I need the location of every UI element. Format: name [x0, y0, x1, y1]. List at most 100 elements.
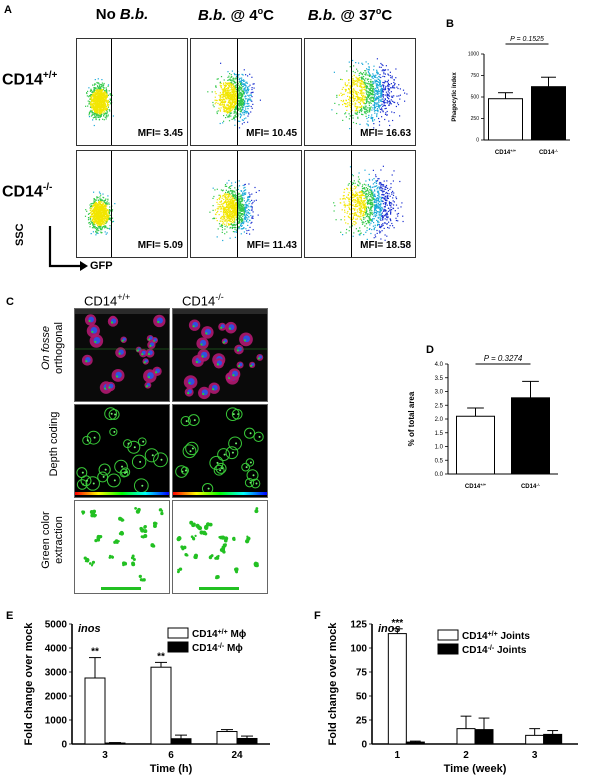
- bar: [104, 742, 126, 745]
- micrograph-image: [75, 407, 169, 495]
- micrograph-depth-ko: [172, 404, 268, 498]
- x-category-label: CD14-/-: [521, 482, 541, 491]
- micrograph-image: [173, 309, 267, 400]
- y-tick-label: 100: [350, 643, 367, 654]
- micrograph-column-title: CD14-/-: [182, 292, 224, 309]
- facs-gate-line: [111, 151, 112, 257]
- bar: [405, 741, 425, 745]
- legend-swatch: [437, 643, 459, 655]
- micrograph-row-label: Green color extraction: [40, 511, 65, 569]
- micrograph-column-title: CD14+/+: [84, 292, 131, 309]
- facs-plot: MFI= 16.63: [304, 38, 416, 146]
- x-tick-label: 24: [231, 750, 243, 761]
- x-category-label: CD14-/-: [539, 148, 559, 157]
- micrograph-image: [75, 309, 169, 394]
- mfi-value: MFI= 10.45: [246, 128, 297, 139]
- y-tick-label: 3.5: [435, 376, 444, 382]
- facs-column-title: B.b. @ 37oC: [307, 6, 393, 24]
- bar: [456, 728, 476, 745]
- panel-a-letter: A: [4, 4, 12, 16]
- y-tick-label: 2.0: [435, 417, 444, 423]
- y-tick-label: 1.5: [435, 431, 444, 437]
- facs-gate-line: [351, 39, 352, 145]
- mfi-value: MFI= 5.09: [137, 240, 183, 251]
- panel-d-letter: D: [426, 344, 434, 356]
- mfi-value: MFI= 18.58: [360, 240, 411, 251]
- mfi-value: MFI= 3.45: [137, 128, 183, 139]
- y-tick-label: 25: [356, 715, 368, 726]
- micrograph-row-label: Depth coding: [48, 411, 60, 477]
- bar: [170, 738, 192, 745]
- facs-plot: MFI= 18.58: [304, 150, 416, 258]
- gfp-axis-label: GFP: [90, 260, 113, 272]
- bar: [543, 733, 563, 745]
- micrograph-green-ko: [172, 500, 268, 594]
- micrograph-depth-wt: [74, 404, 170, 498]
- facs-column-title: No B.b.: [95, 6, 149, 23]
- significance-mark: **: [91, 647, 99, 658]
- x-category-label: CD14+/+: [495, 148, 517, 157]
- y-axis-label: Phagocytic index: [452, 72, 458, 122]
- ssc-axis-label: SSC: [14, 223, 26, 246]
- micrograph-orthogonal-ko: [172, 308, 268, 402]
- facs-gate-line: [351, 151, 352, 257]
- micrograph-image: [176, 507, 259, 590]
- facs-plot: MFI= 5.09: [76, 150, 188, 258]
- bar: [387, 633, 407, 745]
- bar: [525, 734, 545, 745]
- x-axis-label: Time (h): [150, 763, 193, 775]
- y-axis-label: % of total area: [407, 391, 416, 446]
- micrograph-image: [81, 506, 164, 590]
- x-tick-label: 6: [168, 750, 174, 761]
- chart-f: 0 25 50 75 100 125 Fold change over mock 1 2 3 Tim…: [327, 618, 578, 775]
- facs-density: [85, 78, 114, 127]
- y-tick-label: 125: [350, 619, 367, 630]
- x-tick-label: 2: [463, 750, 469, 761]
- x-tick-label: 3: [102, 750, 108, 761]
- bar: [488, 98, 523, 141]
- y-axis-label: Fold change over mock: [327, 622, 339, 746]
- y-tick-label: 5000: [45, 619, 68, 630]
- legend-swatch: [167, 641, 189, 653]
- y-tick-label: 50: [356, 691, 368, 702]
- facs-plot: MFI= 10.45: [190, 38, 302, 146]
- bar: [511, 397, 550, 475]
- chart-e: 0 1000 2000 3000 4000 5000 Fold change over mo…: [23, 619, 270, 775]
- facs-density: [333, 165, 405, 248]
- significance-mark: ***: [391, 618, 403, 629]
- bar: [236, 737, 258, 745]
- y-tick-label: 0.5: [435, 458, 444, 464]
- chart-d: 0.0 0.5 1.0 1.5 2.0 2.5 3.0 3.5 4.0 % of total ar…: [407, 354, 558, 491]
- bar: [456, 415, 495, 475]
- bar: [531, 86, 566, 141]
- facs-density: [84, 191, 116, 236]
- micrograph-green-wt: [74, 500, 170, 594]
- legend-label: CD14+/+ Joints: [462, 631, 530, 643]
- significance-mark: **: [157, 651, 165, 662]
- y-tick-label: 4000: [45, 643, 68, 654]
- y-axis-label: Fold change over mock: [23, 622, 35, 746]
- micrograph-image: [173, 407, 267, 495]
- panel-b-letter: B: [446, 18, 454, 30]
- p-value-label: P = 0.3274: [484, 354, 523, 363]
- bar: [474, 729, 494, 745]
- facs-gate-line: [237, 151, 238, 257]
- legend-label: CD14+/+ Mϕ: [192, 629, 247, 641]
- legend-swatch: [437, 629, 459, 641]
- panel-f-letter: F: [314, 610, 321, 622]
- facs-plot: MFI= 11.43: [190, 150, 302, 258]
- legend-swatch: [167, 627, 189, 639]
- y-tick-label: 2.5: [435, 403, 444, 409]
- y-tick-label: 1.0: [435, 445, 444, 451]
- facs-column-title: B.b. @ 4oC: [198, 6, 274, 24]
- p-value-label: P = 0.1525: [510, 36, 544, 43]
- x-tick-label: 1: [395, 750, 401, 761]
- y-tick-label: 2000: [45, 691, 68, 702]
- bar: [216, 731, 238, 745]
- y-tick-label: 750: [471, 73, 480, 79]
- facs-density: [207, 62, 261, 129]
- x-axis-label: Time (week): [444, 763, 507, 775]
- facs-row-label: CD14+/+: [2, 70, 58, 89]
- panel-c-letter: C: [6, 296, 14, 308]
- x-category-label: CD14+/+: [465, 482, 487, 491]
